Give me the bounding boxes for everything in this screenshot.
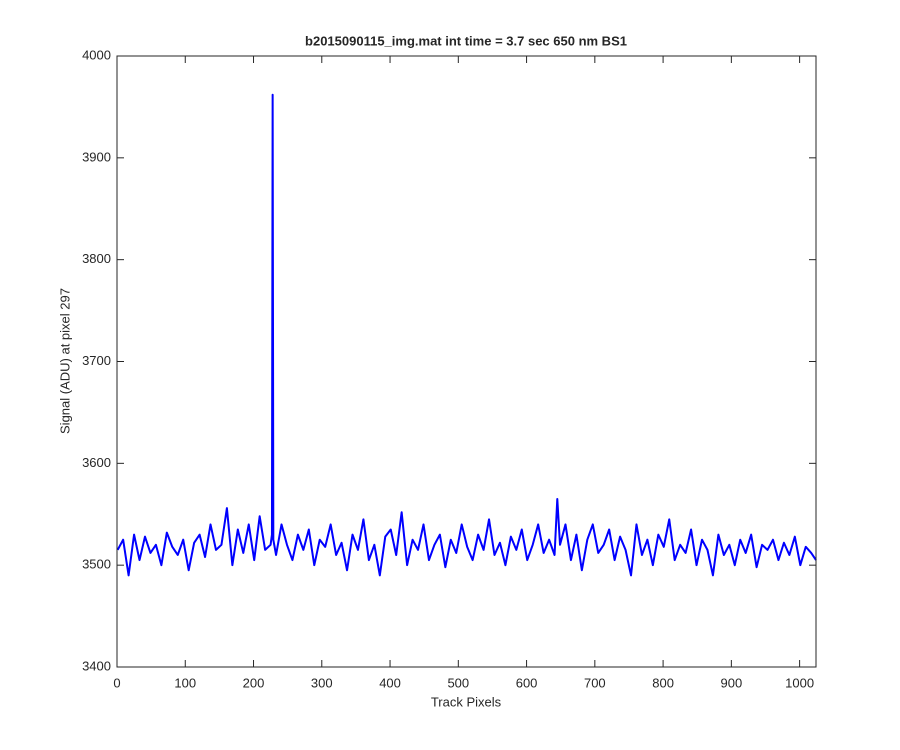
y-tick-label: 3400 <box>82 658 111 673</box>
x-tick-label: 200 <box>243 675 265 690</box>
x-tick-label: 500 <box>447 675 469 690</box>
y-tick-label: 3700 <box>82 353 111 368</box>
y-tick-label: 3600 <box>82 455 111 470</box>
x-tick-label: 0 <box>113 675 120 690</box>
plot-frame <box>116 55 817 668</box>
y-tick-label: 3800 <box>82 251 111 266</box>
y-tick-label: 3500 <box>82 557 111 572</box>
x-tick-label: 300 <box>311 675 333 690</box>
x-tick-label: 400 <box>379 675 401 690</box>
x-tick-label: 1000 <box>785 675 814 690</box>
x-tick-label: 900 <box>721 675 743 690</box>
x-tick-label: 600 <box>516 675 538 690</box>
x-tick-label: 800 <box>652 675 674 690</box>
y-axis-label: Signal (ADU) at pixel 297 <box>57 288 72 434</box>
x-tick-label: 100 <box>174 675 196 690</box>
x-axis-label: Track Pixels <box>431 694 502 709</box>
x-tick-label: 700 <box>584 675 606 690</box>
data-line <box>116 93 817 577</box>
chart-title: b2015090115_img.mat int time = 3.7 sec 6… <box>305 33 627 48</box>
y-tick-label: 4000 <box>82 47 111 62</box>
y-tick-label: 3900 <box>82 149 111 164</box>
